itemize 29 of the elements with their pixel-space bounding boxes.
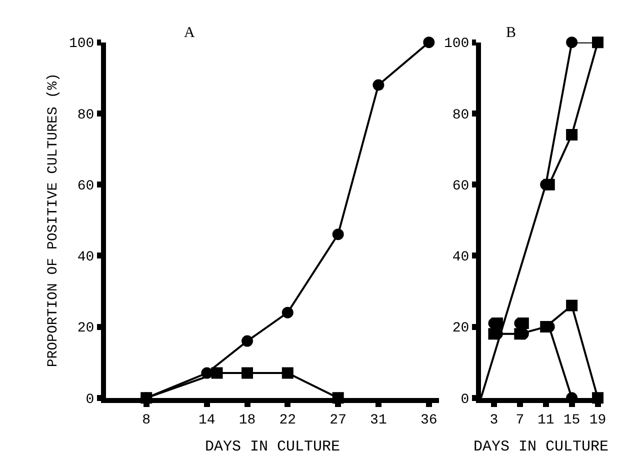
y-tick-label: 20: [452, 320, 470, 337]
x-tick-label: 27: [330, 412, 346, 429]
x-tick-label: 8: [142, 412, 151, 429]
y-tick-label: 20: [77, 320, 94, 337]
x-axis-title: DAYS IN CULTURE: [473, 438, 609, 456]
y-tick-label: 100: [68, 36, 94, 52]
y-tick-label: 0: [86, 392, 94, 408]
y-axis-title: PROPORTION OF POSITIVE CULTURES (%): [46, 73, 62, 368]
y-tick-label: 60: [77, 178, 94, 194]
y-tick-label: 80: [452, 107, 470, 124]
x-tick-label: 14: [198, 412, 216, 429]
y-tick-label: 40: [452, 250, 470, 266]
x-tick-label: 15: [563, 412, 580, 429]
x-tick-label: 31: [370, 412, 387, 429]
x-tick-label: 11: [537, 412, 554, 429]
x-tick-label: 22: [279, 412, 296, 429]
y-tick-label: 40: [77, 250, 94, 266]
y-tick-label: 80: [77, 107, 94, 124]
x-tick-label: 18: [238, 412, 256, 429]
y-tick-label: 100: [444, 36, 470, 52]
chart-title: A: [184, 25, 195, 41]
x-tick-label: 19: [589, 412, 606, 429]
y-tick-label: 0: [460, 392, 470, 408]
x-tick-label: 7: [516, 412, 524, 429]
x-tick-label: 3: [490, 412, 498, 429]
x-tick-label: 36: [420, 412, 438, 429]
x-axis-title: DAYS IN CULTURE: [204, 438, 340, 456]
y-tick-label: 60: [452, 178, 470, 194]
chart-title: B: [506, 25, 516, 41]
